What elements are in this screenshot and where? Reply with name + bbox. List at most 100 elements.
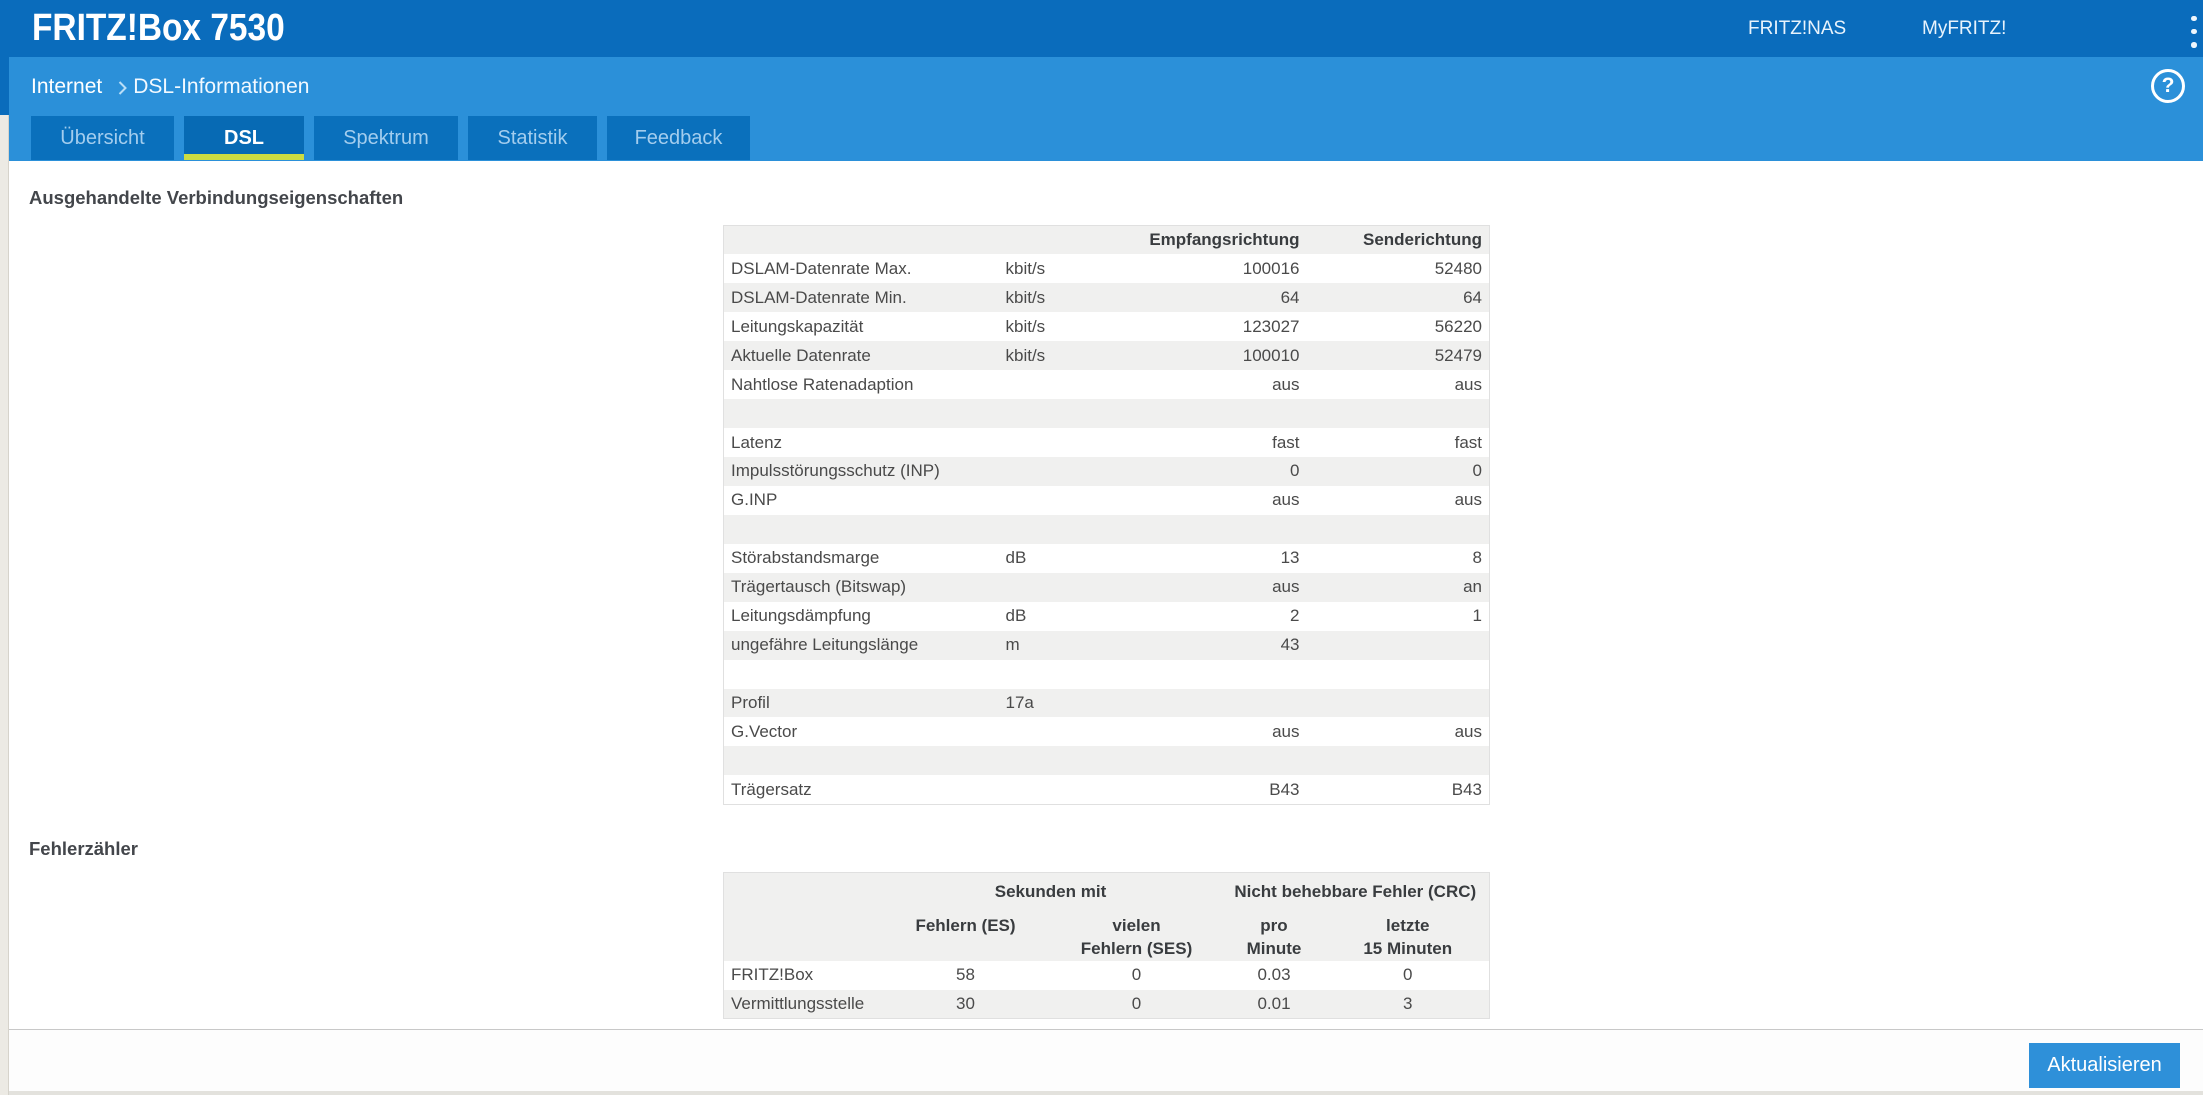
table-cell — [1119, 746, 1307, 775]
table-row: Vermittlungsstelle 30 0 0.01 3 — [723, 989, 1490, 1019]
table-cell: Senderichtung — [1362, 230, 1482, 250]
breadcrumb-section[interactable]: Internet — [31, 75, 103, 98]
section-title-error-counters: Fehlerzähler — [29, 837, 138, 859]
section-title-connection-properties: Ausgehandelte Verbindungseigenschaften — [29, 187, 404, 208]
table-cell: 13 — [1280, 548, 1300, 568]
dot — [2191, 15, 2197, 21]
table-cell — [999, 486, 1119, 515]
col-header-last15: letzte 15 Minuten — [1363, 915, 1453, 959]
table-cell — [999, 399, 1119, 428]
table-cell — [999, 515, 1119, 544]
table-cell: 0 — [1131, 993, 1142, 1013]
kebab-menu-icon[interactable] — [2189, 15, 2199, 48]
table-cell: 1 — [1472, 606, 1482, 626]
refresh-button[interactable]: Aktualisieren — [2029, 1043, 2180, 1088]
table-cell: 17a — [1005, 692, 1034, 712]
table-cell: DSLAM-Datenrate Max. — [731, 258, 912, 278]
table-cell: 0.03 — [1257, 965, 1291, 984]
table-row: Trägertausch (Bitswap) aus an — [723, 572, 1490, 602]
table-cell — [724, 746, 999, 775]
tab-statistik[interactable]: Statistik — [468, 116, 597, 160]
table-row: Aktuelle Datenrate kbit/s 100010 52479 — [723, 341, 1490, 371]
table-cell: 64 — [1463, 287, 1482, 307]
connection-properties-table: Empfangsrichtung Senderichtung DSLAM-Daten… — [723, 225, 1490, 805]
table-cell — [1119, 689, 1307, 718]
table-cell: aus — [1272, 490, 1300, 510]
table-cell — [1119, 660, 1307, 689]
table-cell: an — [1463, 577, 1482, 597]
table-cell: 0.01 — [1257, 993, 1291, 1013]
col-header-es: Fehlern (ES) — [915, 915, 1016, 935]
breadcrumb: Internet DSL-Informationen — [31, 72, 309, 102]
table-cell — [1307, 631, 1490, 660]
table-cell: 0 — [1290, 461, 1300, 481]
table-row: G.Vector aus aus — [724, 717, 1490, 746]
table-cell: 8 — [1472, 548, 1482, 568]
table-cell: aus — [1454, 490, 1482, 510]
table-cell: 64 — [1280, 287, 1300, 307]
table-cell — [999, 370, 1119, 399]
table-cell: aus — [1272, 577, 1300, 597]
table-cell: 30 — [956, 993, 975, 1013]
table-cell: Latenz — [731, 432, 783, 452]
table-cell: Impulsstörungsschutz (INP) — [731, 461, 940, 481]
empty-cell — [724, 873, 880, 902]
table-row: DSLAM-Datenrate Min. kbit/s 64 64 — [723, 283, 1490, 313]
tab-dsl[interactable]: DSL — [184, 116, 304, 160]
table-cell — [999, 573, 1119, 602]
dot — [2191, 42, 2197, 48]
table-cell: fast — [1454, 432, 1482, 452]
table-cell — [1307, 660, 1490, 689]
table-cell: Empfangsrichtung — [1149, 230, 1300, 250]
table-cell: kbit/s — [1005, 258, 1046, 278]
chevron-right-icon — [118, 79, 128, 95]
table-row: Profil 17a — [723, 688, 1490, 718]
table-cell: Aktuelle Datenrate — [731, 345, 871, 365]
table-cell: fast — [1272, 432, 1300, 452]
table-cell: kbit/s — [1005, 345, 1046, 365]
table-cell — [1307, 515, 1490, 544]
table-cell: Trägertausch (Bitswap) — [731, 577, 907, 597]
table-row: Störabstandsmarge dB 13 8 — [724, 544, 1490, 573]
table-cell — [999, 746, 1119, 775]
table-cell: aus — [1454, 721, 1482, 741]
help-icon[interactable]: ? — [2151, 69, 2185, 103]
table-cell: 0 — [1403, 965, 1413, 984]
table-cell — [1119, 515, 1307, 544]
table-cell — [999, 226, 1119, 255]
table-cell: ungefähre Leitungslänge — [731, 635, 919, 655]
page-bottom-strip — [9, 1091, 2203, 1095]
tab--bersicht[interactable]: Übersicht — [31, 116, 174, 160]
table-cell: aus — [1272, 374, 1300, 394]
table-cell — [724, 515, 999, 544]
table-cell: m — [1005, 635, 1020, 655]
tab-bar: Übersicht DSL Spektrum Statistik Feedback — [31, 116, 750, 160]
col-header-per-minute: pro Minute — [1246, 915, 1302, 959]
table-cell — [724, 226, 999, 255]
breadcrumb-page: DSL-Informationen — [133, 75, 310, 98]
table-cell: FRITZ!Box — [731, 965, 814, 984]
empty-cell — [724, 902, 880, 961]
table-cell: 58 — [956, 965, 975, 984]
table-group-header-row: Sekunden mit Nicht behebbare Fehler (CRC… — [723, 872, 1490, 902]
group-header-crc: Nicht behebbare Fehler (CRC) — [1234, 881, 1477, 901]
menu-myfritz[interactable]: MyFRITZ! — [1922, 17, 2007, 39]
tab-feedback[interactable]: Feedback — [607, 116, 750, 160]
table-cell: aus — [1272, 721, 1300, 741]
table-cell: Nahtlose Ratenadaption — [731, 374, 914, 394]
table-cell: G.Vector — [731, 721, 798, 741]
table-cell: kbit/s — [1005, 316, 1046, 336]
left-strip-blue — [0, 57, 9, 115]
table-cell: B43 — [1269, 779, 1300, 799]
table-cell — [1307, 399, 1490, 428]
table-cell: G.INP — [731, 490, 778, 510]
app-title: FRITZ!Box 7530 — [32, 7, 285, 49]
table-cell — [999, 775, 1119, 804]
dot — [2191, 28, 2197, 35]
top-header-bar: FRITZ!Box 7530 FRITZ!NAS MyFRITZ! — [0, 0, 2203, 57]
menu-fritznas[interactable]: FRITZ!NAS — [1748, 17, 1847, 39]
table-cell: 56220 — [1434, 316, 1482, 336]
tab-spektrum[interactable]: Spektrum — [314, 116, 458, 160]
table-cell — [999, 457, 1119, 486]
table-cell: 0 — [1472, 461, 1482, 481]
